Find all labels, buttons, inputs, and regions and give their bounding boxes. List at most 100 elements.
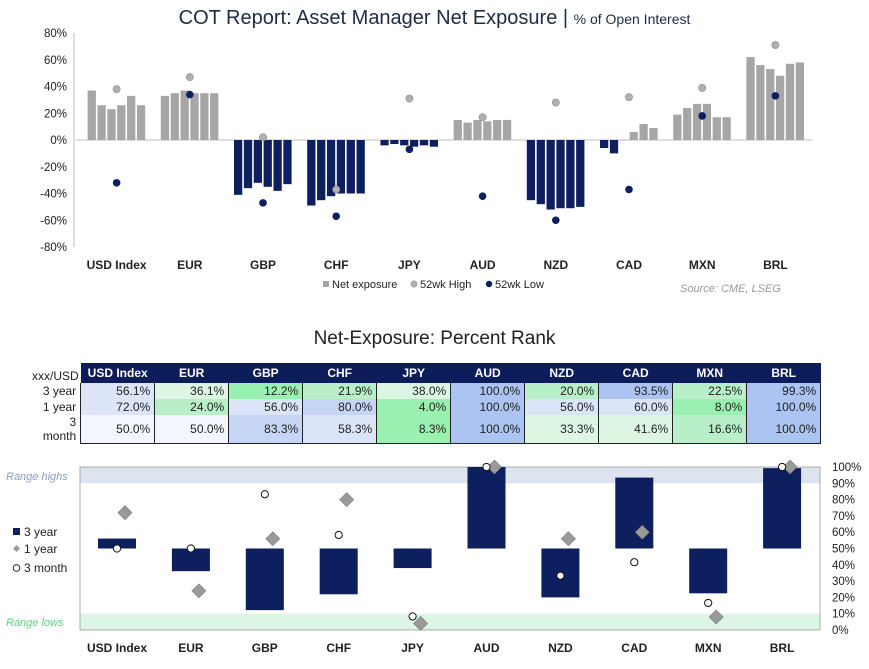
table-column-header: CHF (302, 363, 377, 383)
top-x-label-aud: AUD (470, 258, 496, 272)
rank-y-tick-label: 80% (832, 495, 855, 507)
table-column-header: GBP (228, 363, 303, 383)
rank-1year-diamond-gbp (265, 531, 281, 547)
table-cell: 100.0% (450, 415, 526, 444)
net-exposure-bar-chf (317, 140, 326, 201)
low-marker-nzd (552, 216, 560, 225)
low-marker-chf (332, 212, 341, 221)
table-cell: 12.2% (228, 383, 304, 399)
rank-1year-diamond-eur (191, 583, 207, 599)
net-exposure-bar-eur (210, 93, 219, 140)
top-x-label-mxn: MXN (689, 258, 716, 272)
rank-y-tick-label: 90% (832, 478, 855, 490)
table-cell: 56.1% (80, 383, 156, 399)
rank-3year-bar-aud (467, 467, 506, 549)
table-column-header: BRL (746, 363, 821, 383)
net-exposure-bar-mxn (692, 103, 702, 140)
rank-1year-diamond-chf (339, 492, 355, 508)
legend-high-label: 52wk High (420, 279, 471, 291)
top-chart-title: COT Report: Asset Manager Net Exposure |… (0, 7, 869, 30)
table-cell: 50.0% (80, 415, 156, 444)
top-chart-title-main: COT Report: Asset Manager Net Exposure | (178, 7, 569, 29)
net-exposure-bar-gbp (273, 140, 282, 191)
legend-3year-label: 3 year (24, 525, 57, 539)
net-exposure-bar-aud (483, 121, 492, 140)
rank-3month-circle-cad (630, 558, 639, 567)
table-row: 1 year 72.0% 24.0% 56.0% 80.0% 4.0% 100.0% 56.0… (30, 399, 822, 415)
table-cell: 38.0% (376, 383, 452, 399)
low-marker-mxn (698, 112, 706, 120)
legend-net-swatch (323, 281, 329, 287)
net-exposure-chart: 80% 60% 40% 20% 0% -20% -40% -60% -80% USD Index… (40, 28, 812, 291)
high-marker-brl (771, 41, 780, 49)
table-column-header: MXN (672, 363, 747, 383)
top-x-label-jpy: JPY (398, 258, 421, 272)
table-cell: 22.5% (672, 383, 748, 399)
rank-x-label-gbp: GBP (252, 641, 278, 655)
legend-3month-label: 3 month (24, 561, 67, 575)
table-cell: 56.0% (524, 399, 600, 415)
low-marker-gbp (259, 199, 267, 207)
rank-3year-bar-chf (319, 548, 358, 595)
table-cell: 58.3% (302, 415, 378, 444)
table-cell: 8.0% (672, 399, 748, 415)
table-row-label: 3 month (42, 415, 77, 443)
rank-x-label-nzd: NZD (548, 641, 573, 655)
rank-y-tick-label: 30% (832, 576, 855, 588)
net-exposure-bar-cad (619, 140, 628, 141)
rank-x-axis: USD Index EUR GBP CHF JPY AUD NZD CAD MXN BRL (87, 641, 794, 655)
high-marker-aud (478, 113, 487, 122)
net-exposure-bar-brl (756, 65, 765, 140)
net-exposure-bar-nzd (526, 140, 536, 201)
top-y-tick-label: 80% (44, 28, 67, 40)
rank-markers (112, 460, 798, 631)
net-exposure-bar-gbp (243, 140, 253, 189)
legend-high-marker (410, 280, 418, 288)
top-legend: Net exposure 52wk High 52wk Low (323, 279, 544, 291)
net-exposure-bar-brl (766, 69, 775, 140)
net-exposure-bar-brl (746, 57, 755, 141)
rank-1year-diamond-mxn (708, 609, 724, 625)
net-exposure-bar-mxn (722, 117, 731, 140)
percent-rank-title: Net-Exposure: Percent Rank (313, 328, 556, 349)
net-exposure-bar-jpy (410, 140, 419, 147)
rank-bars (98, 467, 802, 611)
top-x-label-gbp: GBP (250, 258, 276, 272)
high-marker-usd-index (112, 85, 121, 94)
table-cell: 56.0% (228, 399, 304, 415)
net-exposure-bar-eur (190, 93, 199, 140)
top-y-tick-label: 60% (44, 55, 67, 67)
net-exposure-bar-usd-index (97, 105, 106, 140)
net-exposure-bar-nzd (536, 140, 545, 205)
table-cell: 20.0% (524, 383, 600, 399)
net-exposure-bar-chf (346, 140, 355, 194)
rank-y-tick-label: 100% (832, 462, 861, 474)
net-exposure-bar-jpy (380, 140, 389, 146)
legend-3month-circle (12, 564, 21, 572)
net-exposure-bar-cad (600, 140, 609, 149)
legend-low-marker (485, 280, 493, 288)
table-row: 3 year 56.1% 36.1% 12.2% 21.9% 38.0% 100.0% 20.… (30, 383, 822, 399)
rank-x-label-chf: CHF (326, 641, 351, 655)
legend-net-label: Net exposure (332, 279, 397, 291)
rank-x-label-usd-index: USD Index (87, 641, 147, 655)
table-row-label: 3 year (42, 384, 77, 398)
top-y-tick-label: 20% (44, 108, 67, 120)
net-exposure-bar-cad (649, 127, 658, 140)
net-exposure-bar-eur (160, 95, 170, 140)
net-exposure-bar-usd-index (127, 95, 136, 140)
table-corner-label: xxx/USD (30, 363, 81, 383)
rank-x-label-brl: BRL (770, 641, 795, 655)
rank-3year-bar-cad (615, 477, 654, 549)
top-x-label-cad: CAD (616, 258, 642, 272)
range-highs-label: Range highs (6, 471, 68, 483)
low-marker-eur (186, 90, 194, 99)
net-exposure-bar-chf (307, 140, 316, 206)
net-exposure-bar-cad (629, 131, 638, 140)
low-marker-cad (625, 185, 633, 194)
source-note: Source: CME, LSEG (680, 283, 781, 295)
table-cell: 24.0% (154, 399, 230, 415)
rank-3month-circle-jpy (408, 612, 417, 621)
net-exposure-bar-mxn (683, 107, 692, 140)
top-y-tick-label: -40% (40, 189, 67, 201)
